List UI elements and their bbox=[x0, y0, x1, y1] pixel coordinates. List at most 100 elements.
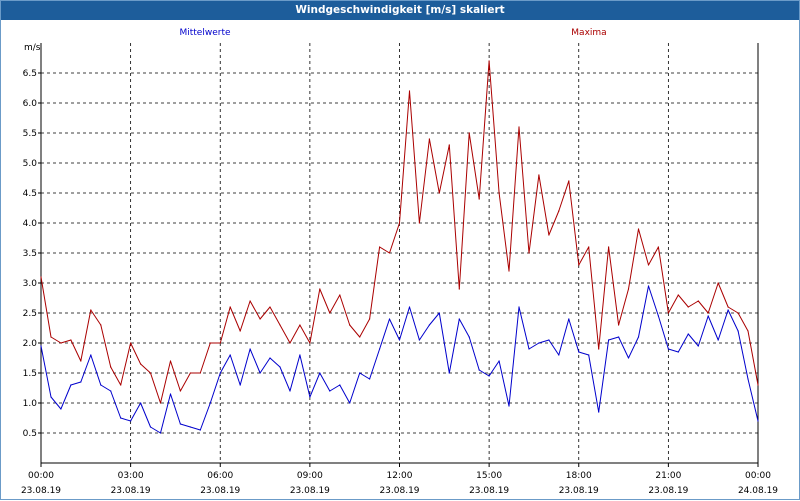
data-point-maxima bbox=[379, 246, 381, 248]
data-point-mittelwerte bbox=[757, 420, 759, 422]
data-point-mittelwerte bbox=[647, 285, 650, 287]
data-point-mittelwerte bbox=[608, 339, 610, 341]
data-point-mittelwerte bbox=[418, 339, 420, 341]
data-point-maxima bbox=[100, 324, 102, 326]
data-point-maxima bbox=[657, 246, 660, 248]
data-point-mittelwerte bbox=[309, 396, 311, 398]
data-point-maxima bbox=[677, 294, 679, 296]
data-point-mittelwerte bbox=[548, 339, 550, 341]
data-point-mittelwerte bbox=[269, 357, 271, 359]
data-point-mittelwerte bbox=[528, 348, 530, 350]
x-tick-time: 21:00 bbox=[655, 471, 681, 481]
data-point-maxima bbox=[269, 306, 271, 308]
y-tick-label: 3.5 bbox=[23, 249, 37, 259]
data-point-mittelwerte bbox=[349, 402, 351, 404]
y-tick-label: 3.0 bbox=[23, 279, 38, 289]
y-tick-label: 6.5 bbox=[23, 69, 37, 79]
data-point-mittelwerte bbox=[359, 372, 361, 374]
data-point-maxima bbox=[279, 324, 281, 326]
data-point-maxima bbox=[130, 342, 132, 344]
series-lines bbox=[40, 60, 759, 434]
data-point-mittelwerte bbox=[568, 318, 570, 320]
data-point-maxima bbox=[438, 192, 440, 194]
data-point-mittelwerte bbox=[40, 345, 42, 347]
data-point-maxima bbox=[219, 342, 221, 344]
data-point-maxima bbox=[488, 60, 490, 62]
y-tick-label: 0.5 bbox=[23, 429, 37, 439]
data-point-maxima bbox=[309, 342, 311, 344]
data-point-mittelwerte bbox=[339, 384, 341, 386]
data-point-maxima bbox=[667, 312, 670, 314]
data-point-mittelwerte bbox=[110, 390, 112, 392]
data-point-maxima bbox=[289, 342, 291, 344]
data-point-maxima bbox=[478, 198, 480, 200]
data-point-mittelwerte bbox=[299, 354, 301, 356]
data-point-mittelwerte bbox=[189, 426, 191, 428]
data-point-maxima bbox=[727, 306, 729, 308]
series-label-maxima: Maxima bbox=[571, 28, 606, 38]
x-tick-time: 09:00 bbox=[297, 471, 323, 481]
data-point-maxima bbox=[239, 330, 241, 332]
data-point-mittelwerte bbox=[229, 354, 231, 356]
data-point-maxima bbox=[637, 228, 640, 230]
data-point-maxima bbox=[369, 318, 371, 320]
data-point-mittelwerte bbox=[747, 378, 749, 380]
data-point-mittelwerte bbox=[408, 306, 411, 308]
data-point-maxima bbox=[737, 312, 739, 314]
data-point-maxima bbox=[598, 348, 600, 350]
data-point-maxima bbox=[70, 339, 72, 341]
data-point-maxima bbox=[140, 363, 142, 365]
data-point-maxima bbox=[468, 132, 470, 134]
data-point-maxima bbox=[747, 330, 749, 332]
data-point-maxima bbox=[408, 90, 411, 92]
data-point-mittelwerte bbox=[438, 312, 440, 314]
x-tick-date: 23.08.19 bbox=[559, 486, 599, 496]
data-point-mittelwerte bbox=[618, 336, 620, 338]
data-point-maxima bbox=[518, 126, 520, 128]
data-point-maxima bbox=[757, 384, 759, 386]
data-point-maxima bbox=[329, 312, 331, 314]
data-point-maxima bbox=[359, 336, 361, 338]
data-point-mittelwerte bbox=[488, 375, 490, 377]
x-tick-time: 18:00 bbox=[566, 471, 592, 481]
y-tick-label: 5.0 bbox=[23, 159, 38, 169]
data-point-maxima bbox=[498, 192, 500, 194]
data-point-mittelwerte bbox=[149, 426, 152, 428]
data-point-maxima bbox=[120, 384, 122, 386]
data-point-mittelwerte bbox=[398, 339, 401, 341]
data-point-mittelwerte bbox=[508, 405, 510, 407]
data-point-mittelwerte bbox=[458, 318, 460, 320]
data-point-mittelwerte bbox=[199, 429, 201, 431]
data-point-mittelwerte bbox=[727, 309, 729, 311]
data-point-maxima bbox=[448, 144, 450, 146]
data-point-mittelwerte bbox=[478, 369, 480, 371]
data-point-mittelwerte bbox=[90, 354, 92, 356]
data-point-maxima bbox=[80, 360, 82, 362]
data-point-maxima bbox=[179, 390, 181, 392]
data-point-maxima bbox=[608, 246, 610, 248]
data-point-mittelwerte bbox=[558, 354, 560, 356]
x-tick-time: 00:00 bbox=[745, 471, 771, 481]
data-point-mittelwerte bbox=[627, 357, 630, 359]
data-point-maxima bbox=[388, 252, 391, 254]
data-point-maxima bbox=[538, 174, 540, 176]
data-point-mittelwerte bbox=[468, 336, 470, 338]
x-tick-date: 23.08.19 bbox=[21, 486, 61, 496]
data-point-mittelwerte bbox=[717, 339, 719, 341]
x-tick-time: 12:00 bbox=[387, 471, 413, 481]
x-tick-time: 00:00 bbox=[28, 471, 54, 481]
data-point-mittelwerte bbox=[428, 324, 430, 326]
data-point-mittelwerte bbox=[667, 348, 670, 350]
y-tick-label: 1.5 bbox=[23, 369, 37, 379]
data-point-mittelwerte bbox=[369, 378, 371, 380]
data-point-mittelwerte bbox=[677, 351, 679, 353]
y-ticks: 0.5 1.0 1.5 2.0 2.5 3.0 3.5 4.0 4.5 5.0 5.5 6.0 6.5 bbox=[23, 69, 41, 439]
data-point-maxima bbox=[687, 306, 689, 308]
data-point-mittelwerte bbox=[498, 360, 500, 362]
data-point-mittelwerte bbox=[578, 351, 580, 353]
data-point-mittelwerte bbox=[448, 372, 450, 374]
data-point-maxima bbox=[159, 402, 162, 404]
data-point-maxima bbox=[60, 342, 62, 344]
grid bbox=[41, 43, 758, 463]
